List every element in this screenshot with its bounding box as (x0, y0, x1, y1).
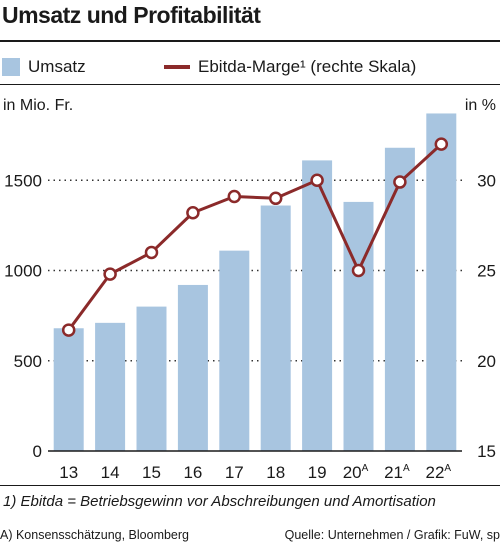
y-tick-label-right: 25 (477, 262, 496, 281)
x-tick-label: 21A (384, 463, 410, 482)
x-tick-superscript: A (362, 463, 369, 474)
point-ebitda-marge (434, 137, 449, 151)
chart-title: Umsatz und Profitabilität (2, 2, 261, 28)
source-note-right: Quelle: Unternehmen / Grafik: FuW, sp (284, 528, 500, 542)
footnote: 1) Ebitda = Betriebsgewinn vor Abschreib… (3, 493, 436, 510)
point-ebitda-marge (393, 175, 407, 189)
x-tick-label: 13 (59, 463, 78, 482)
point-ebitda-marge (268, 191, 283, 206)
x-tick-superscript: A (444, 463, 451, 474)
point-ebitda-marge (351, 263, 366, 278)
y-tick-label-left: 1500 (4, 171, 42, 190)
y-tick-label-right: 30 (477, 171, 496, 190)
y-tick-label-right: 15 (477, 442, 496, 461)
x-tick-label: 20A (343, 463, 369, 482)
point-ebitda-marge (144, 245, 159, 260)
x-tick-label: 17 (225, 463, 244, 482)
point-ebitda-marge (61, 323, 76, 337)
bar-umsatz (384, 147, 415, 451)
source-note-left: A) Konsensschätzung, Bloomberg (0, 528, 189, 542)
title-rule (0, 40, 500, 42)
right-axis-unit: in % (464, 97, 496, 114)
left-axis-unit: in Mio. Fr. (3, 97, 74, 114)
point-ebitda-marge (310, 173, 324, 187)
x-tick-label: 15 (142, 463, 161, 482)
bar-umsatz (95, 322, 126, 451)
x-tick-label: 14 (101, 463, 120, 482)
x-tick-label: 22A (426, 463, 452, 482)
x-tick-superscript: A (403, 463, 410, 474)
legend-rule (0, 84, 500, 85)
bar-umsatz (136, 306, 167, 451)
bar-umsatz (177, 284, 208, 451)
bar-umsatz (260, 205, 291, 451)
x-tick-label: 19 (308, 463, 327, 482)
line-ebitda-marge (67, 143, 443, 331)
point-ebitda-marge (186, 205, 200, 220)
chart-plot: 0 500 1000 1500 15 20 25 30 13 14 15 16 17 18 19 20A 21A… (4, 113, 496, 482)
legend-line-swatch (164, 65, 190, 69)
legend-bar-label: Umsatz (28, 57, 86, 76)
legend-bar-swatch (2, 58, 20, 76)
x-tick-label: 18 (266, 463, 285, 482)
point-ebitda-marge (227, 189, 242, 204)
bar-umsatz (53, 328, 84, 451)
bar-umsatz (343, 201, 374, 451)
y-tick-label-left: 0 (33, 442, 42, 461)
y-tick-label-left: 1000 (4, 262, 42, 281)
legend-line-label: Ebitda-Marge¹ (rechte Skala) (198, 57, 417, 76)
bar-umsatz (426, 113, 457, 451)
legend: Umsatz Ebitda-Marge¹ (rechte Skala) (0, 52, 500, 80)
bar-umsatz (302, 160, 333, 451)
point-ebitda-marge (103, 267, 117, 281)
y-tick-label-left: 500 (14, 352, 42, 371)
bar-umsatz (219, 250, 250, 451)
x-tick-label: 16 (183, 463, 202, 482)
y-tick-label-right: 20 (477, 352, 496, 371)
footer-rule (0, 485, 500, 486)
